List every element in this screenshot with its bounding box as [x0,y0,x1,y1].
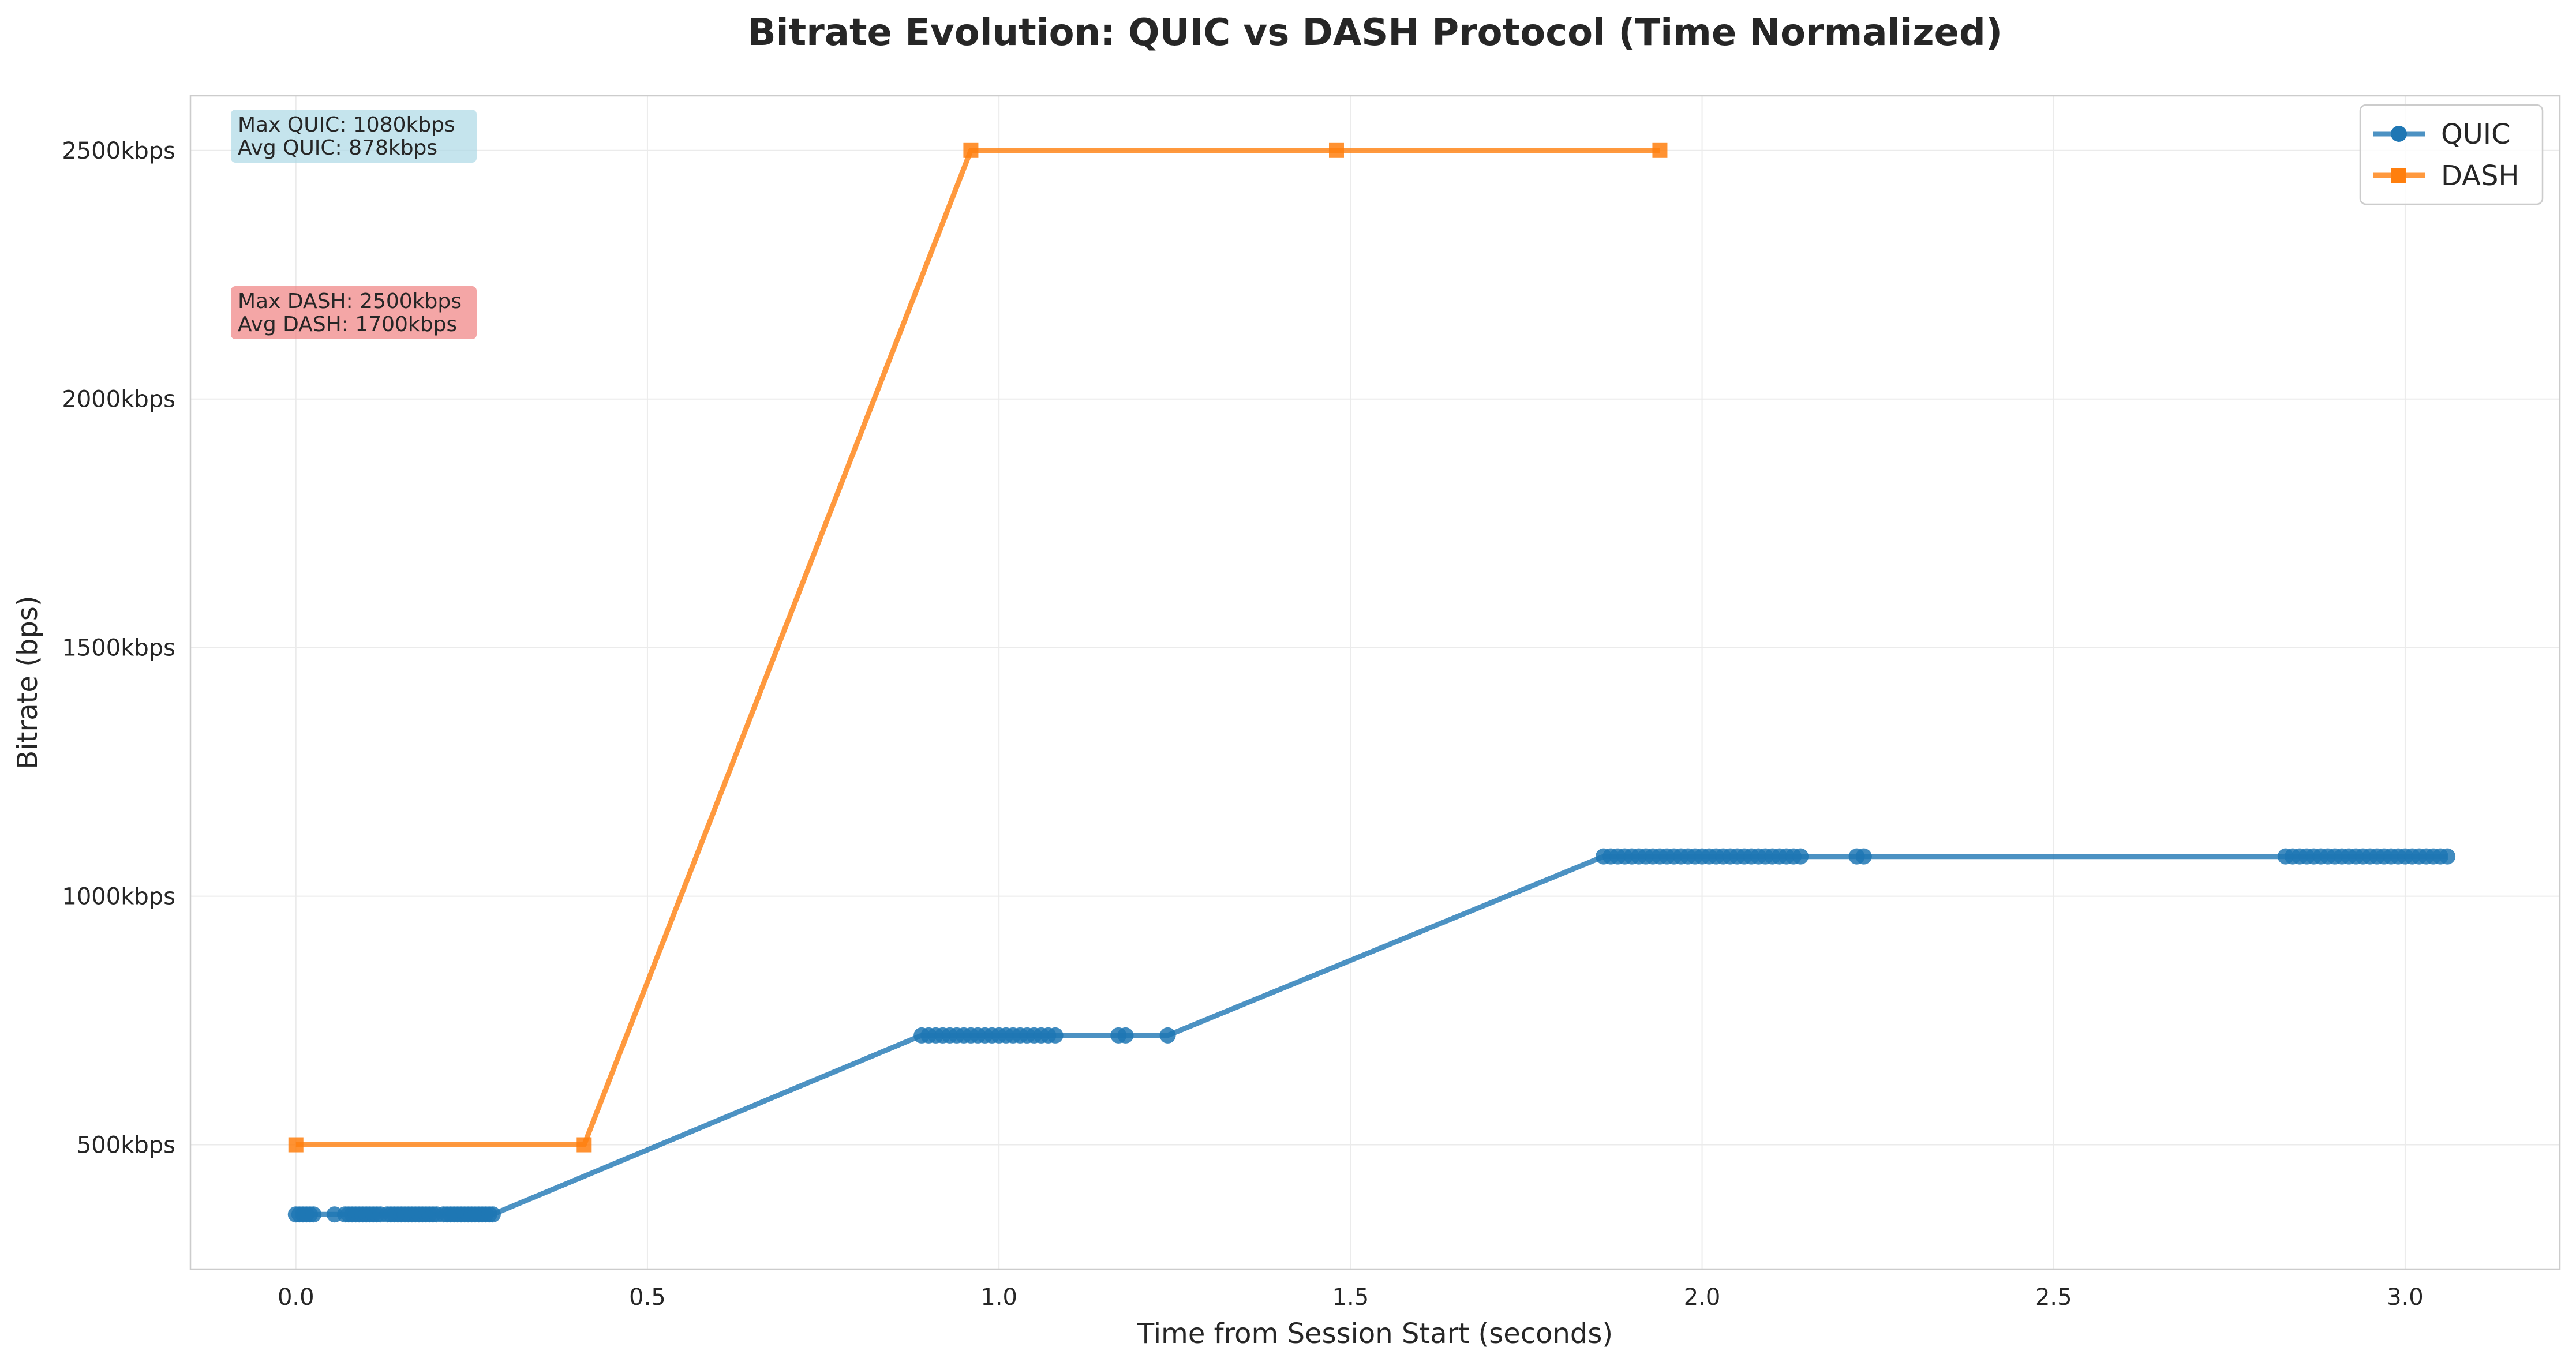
x-tick-label: 3.0 [2387,1284,2424,1311]
y-tick-label: 1500kbps [62,635,175,662]
dash-point [1652,142,1668,158]
y-axis-label: Bitrate (bps) [12,595,44,769]
x-tick-label: 0.5 [629,1284,666,1311]
dash-point [1328,142,1344,158]
x-tick-label: 0.0 [278,1284,314,1311]
quic-point [1117,1027,1134,1044]
quic-legend-label: QUIC [2441,118,2511,151]
tick-labels: 0.0 0.5 1.0 1.5 2.0 2.5 3.0 500kbps 1000kbps 1500… [62,138,2423,1311]
chart-title: Bitrate Evolution: QUIC vs DASH Protocol… [748,12,2002,54]
dash-legend-label: DASH [2441,160,2519,192]
quic-point [1159,1027,1176,1044]
x-tick-label: 1.0 [980,1284,1017,1311]
quic-point [1855,848,1872,865]
dash-point [576,1137,592,1153]
stat-text-line: Avg QUIC: 878kbps [238,136,437,160]
quic-legend-marker [2391,126,2407,142]
dash-point [288,1137,304,1153]
dash-point [963,142,979,158]
stat-text-line: Avg DASH: 1700kbps [238,313,457,336]
quic-point [484,1206,501,1223]
stat-text-line: Max DASH: 2500kbps [238,290,462,313]
x-axis-label: Time from Session Start (seconds) [1137,1318,1613,1350]
series-layer [287,142,2456,1223]
y-tick-label: 2000kbps [62,386,175,413]
x-tick-label: 2.5 [2035,1284,2072,1311]
quic-point [1047,1027,1064,1044]
x-tick-label: 1.5 [1332,1284,1369,1311]
quic-point [2439,848,2456,865]
y-tick-label: 1000kbps [62,884,175,910]
y-tick-label: 2500kbps [62,138,175,164]
stat-box-background [231,110,477,163]
quic-point [305,1206,322,1223]
stat-box-background [231,286,477,339]
quic-point [1792,848,1809,865]
stat-text-line: Max QUIC: 1080kbps [238,113,455,137]
legend: QUIC DASH [2359,104,2544,205]
dash-legend-marker [2391,168,2406,183]
y-tick-label: 500kbps [77,1132,175,1159]
x-tick-label: 2.0 [1684,1284,1721,1311]
plot-frame [189,95,2561,1270]
grid [190,96,2560,1269]
